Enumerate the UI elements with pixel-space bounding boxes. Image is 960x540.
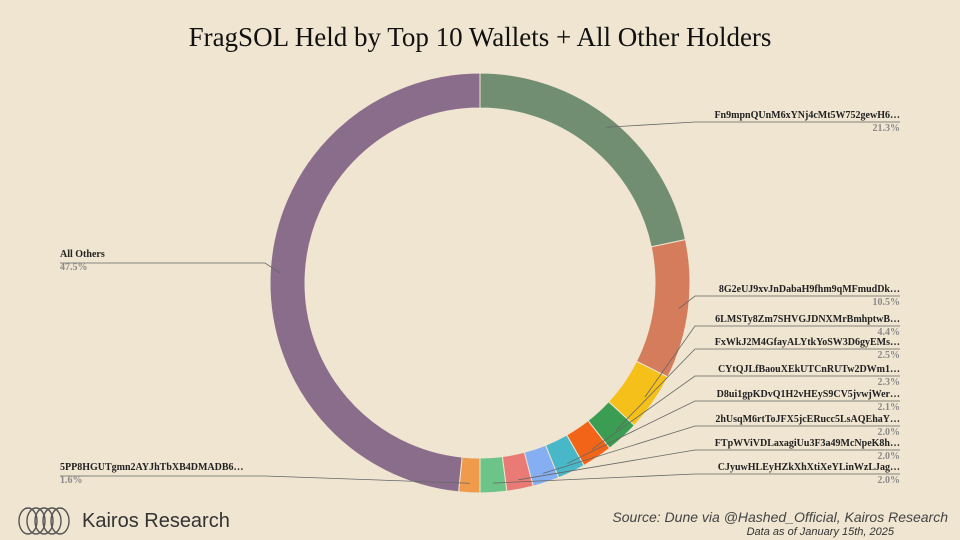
slice-label: 5PP8HGUTgmn2AYJhTbXB4DMADB6…	[60, 462, 244, 473]
leader-line	[567, 400, 900, 464]
slice-value-label: 2.0%	[878, 475, 901, 486]
slice-value-label: 10.5%	[873, 297, 901, 308]
slice-value-label: 2.3%	[878, 377, 901, 388]
slice-label: FTpWViVDLaxagiUu3F3a49McNpeK8h…	[715, 438, 900, 449]
donut-slice	[269, 72, 481, 493]
chart-title: FragSOL Held by Top 10 Wallets + All Oth…	[188, 22, 772, 52]
slice-value-label: 47.5%	[60, 262, 88, 273]
data-date-note: Data as of January 15th, 2025	[746, 526, 894, 538]
slice-label: D8ui1gpKDvQ1H2vHEyS9CV5jvwjWer…	[717, 389, 900, 400]
slice-label: Fn9mpnQUnM6xYNj4cMt5W752gewH6…	[714, 110, 900, 121]
slice-label: FxWkJ2M4GfayALYtkYoSW3D6gyEMs…	[715, 337, 900, 348]
leader-line	[518, 449, 900, 481]
donut-slice	[635, 239, 691, 378]
slice-label: 2hUsqM6rtToJFX5jcERucc5LsAQEhaY…	[715, 414, 900, 425]
slice-label: CJyuwHLEyHZkXhXtiXeYLinWzLJag…	[718, 462, 900, 473]
leader-line	[678, 295, 900, 309]
leader-line	[60, 475, 470, 484]
slice-value-label: 2.0%	[878, 427, 901, 438]
brand-name: Kairos Research	[82, 509, 230, 532]
leader-line	[615, 348, 900, 431]
leader-line	[591, 375, 900, 450]
leader-line	[542, 425, 900, 474]
slice-value-label: 2.5%	[878, 350, 901, 361]
slice-value-label: 1.6%	[60, 475, 83, 486]
slice-label: 8G2eUJ9xvJnDabaH9fhm9qMFmudDk…	[719, 284, 900, 295]
leader-line	[492, 473, 900, 484]
slice-label: 6LMSTy8Zm7SHVGJDNXMrBmhptwB…	[715, 314, 900, 325]
leader-line	[606, 121, 900, 128]
slice-label: CYtQJLfBaouXEkUTCnRUTw2DWm1…	[718, 364, 900, 375]
slice-value-label: 2.1%	[878, 402, 901, 413]
slice-value-label: 2.0%	[878, 451, 901, 462]
slice-label: All Others	[60, 249, 105, 260]
brand-logo: Kairos Research	[18, 505, 230, 537]
slice-value-label: 4.4%	[878, 327, 901, 338]
donut-slice	[479, 456, 508, 494]
slice-value-label: 21.3%	[873, 123, 901, 134]
kairos-logo-icon	[18, 507, 70, 535]
source-note: Source: Dune via @Hashed_Official, Kairo…	[612, 509, 948, 525]
leader-line	[644, 325, 900, 398]
leader-line	[60, 262, 280, 274]
donut-slice	[479, 72, 687, 248]
